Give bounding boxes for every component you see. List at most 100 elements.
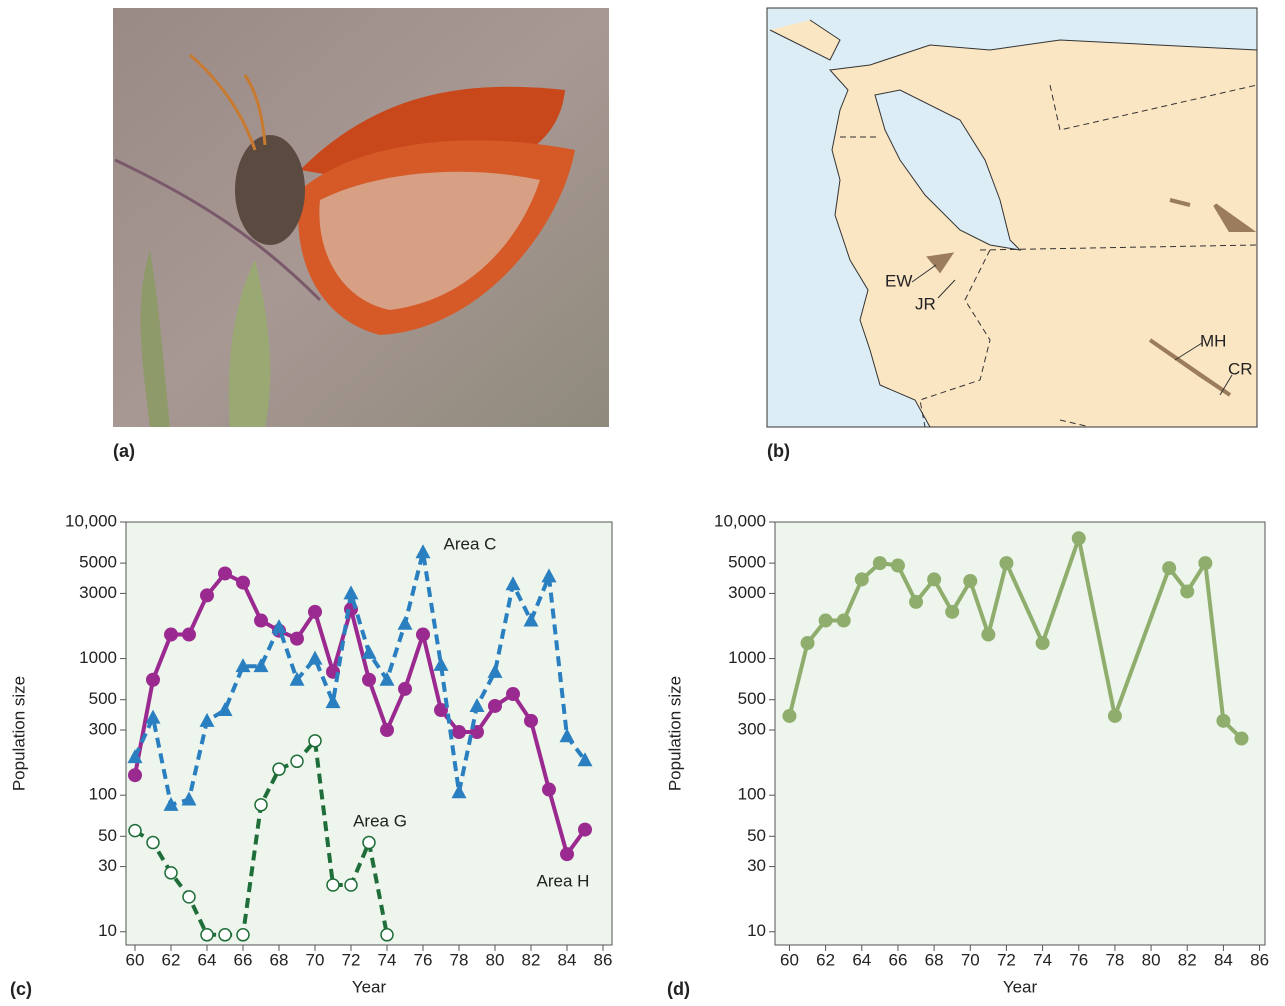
panel-label: (c)	[10, 979, 32, 999]
panel-label: (d)	[667, 979, 690, 999]
point	[909, 594, 924, 609]
point	[854, 572, 869, 587]
point	[380, 723, 394, 738]
point	[1216, 713, 1231, 728]
panel-label: (a)	[113, 441, 135, 461]
x-tick-label: 78	[1105, 950, 1124, 969]
x-tick-label: 72	[997, 950, 1016, 969]
x-tick-label: 62	[816, 950, 835, 969]
x-tick-label: 76	[1069, 950, 1088, 969]
y-tick-label: 5000	[728, 553, 766, 572]
point	[524, 713, 538, 728]
butterfly-photo	[113, 8, 609, 427]
y-tick-label: 500	[89, 689, 117, 708]
y-tick-label: 50	[98, 826, 117, 845]
point	[127, 749, 143, 764]
point	[505, 576, 521, 591]
point	[541, 568, 557, 583]
x-tick-label: 86	[594, 950, 613, 969]
x-tick-label: 64	[198, 950, 217, 969]
point	[999, 556, 1014, 571]
y-tick-label: 30	[98, 856, 117, 875]
x-tick-label: 68	[925, 950, 944, 969]
x-tick-label: 82	[522, 950, 541, 969]
y-tick-label: 10	[98, 921, 117, 940]
series-label: Area C	[444, 534, 497, 553]
point	[236, 575, 250, 590]
x-tick-label: 76	[414, 950, 433, 969]
point	[963, 573, 978, 588]
point	[199, 712, 215, 727]
point	[164, 866, 178, 880]
point	[560, 847, 574, 862]
point	[236, 928, 250, 942]
map-label: CR	[1228, 359, 1253, 378]
y-tick-label: 1000	[79, 648, 117, 667]
x-tick-label: 60	[780, 950, 799, 969]
point	[487, 663, 503, 678]
point	[542, 782, 556, 797]
point	[1234, 731, 1249, 746]
map-label: JR	[915, 294, 936, 313]
y-tick-label: 5000	[79, 553, 117, 572]
x-tick-label: 74	[378, 950, 397, 969]
point	[1071, 531, 1086, 546]
point	[981, 627, 996, 642]
point	[398, 681, 412, 696]
point	[397, 615, 413, 630]
point	[416, 627, 430, 642]
point	[1198, 556, 1213, 571]
point	[217, 702, 233, 717]
point	[163, 796, 179, 811]
point	[836, 613, 851, 628]
point	[523, 612, 539, 627]
point	[326, 878, 340, 892]
x-tick-label: 66	[888, 950, 907, 969]
point	[164, 627, 178, 642]
point	[308, 604, 322, 619]
point	[452, 725, 466, 740]
point	[145, 709, 161, 724]
point	[488, 698, 502, 713]
map-label: MH	[1200, 331, 1226, 350]
point	[271, 619, 287, 634]
point	[307, 650, 323, 665]
map-label: EW	[885, 271, 912, 290]
x-tick-label: 84	[558, 950, 577, 969]
y-tick-label: 300	[89, 719, 117, 738]
point	[818, 613, 833, 628]
x-tick-label: 66	[234, 950, 253, 969]
point	[433, 656, 449, 671]
x-tick-label: 80	[486, 950, 505, 969]
x-tick-label: 78	[450, 950, 469, 969]
point	[181, 791, 197, 806]
point	[578, 822, 592, 837]
y-tick-label: 100	[89, 785, 117, 804]
point	[945, 604, 960, 619]
x-tick-label: 82	[1178, 950, 1197, 969]
point	[1107, 708, 1122, 723]
point	[182, 890, 196, 904]
point	[253, 658, 269, 673]
x-tick-label: 80	[1142, 950, 1161, 969]
point	[380, 928, 394, 942]
point	[361, 644, 377, 659]
point	[506, 687, 520, 702]
x-tick-label: 70	[306, 950, 325, 969]
point	[800, 636, 815, 651]
x-tick-label: 68	[270, 950, 289, 969]
y-axis-title: Population size	[665, 676, 684, 791]
x-tick-label: 72	[342, 950, 361, 969]
series-label: Area H	[537, 871, 590, 890]
point	[146, 672, 160, 687]
y-axis-title: Population size	[9, 676, 28, 791]
x-axis-title: Year	[1003, 977, 1038, 996]
y-tick-label: 10	[747, 921, 766, 940]
point	[343, 585, 359, 600]
x-tick-label: 60	[126, 950, 145, 969]
point	[200, 588, 214, 603]
x-tick-label: 86	[1250, 950, 1269, 969]
point	[254, 798, 268, 812]
x-axis-title: Year	[352, 977, 387, 996]
point	[872, 556, 887, 571]
